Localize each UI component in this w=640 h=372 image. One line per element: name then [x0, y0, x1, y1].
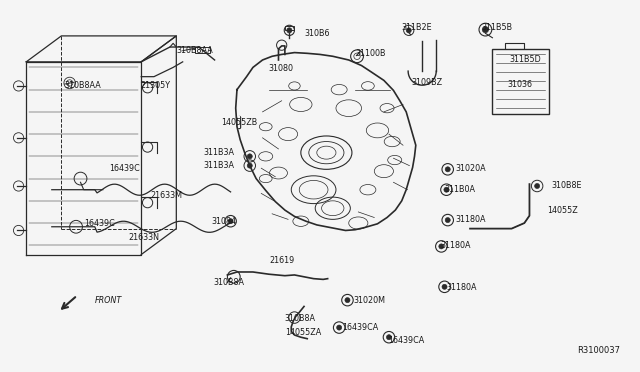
Text: 31036: 31036: [507, 80, 532, 89]
Circle shape: [439, 244, 444, 249]
Text: 16439C: 16439C: [84, 219, 115, 228]
Circle shape: [337, 325, 342, 330]
Circle shape: [445, 218, 451, 223]
Text: 310B8A: 310B8A: [213, 278, 244, 287]
Circle shape: [406, 28, 412, 33]
Text: 3109BZ: 3109BZ: [412, 78, 442, 87]
Text: 21633M: 21633M: [151, 191, 183, 200]
Text: 16439C: 16439C: [109, 164, 140, 173]
Text: 14055ZA: 14055ZA: [285, 328, 321, 337]
Text: 311B2E: 311B2E: [402, 23, 433, 32]
Text: 21633N: 21633N: [129, 233, 159, 243]
Text: 31084: 31084: [211, 218, 236, 227]
Text: 31020A: 31020A: [456, 164, 486, 173]
Text: 31180A: 31180A: [456, 215, 486, 224]
Circle shape: [247, 163, 252, 168]
Text: 311B3A: 311B3A: [204, 148, 235, 157]
Circle shape: [444, 187, 449, 192]
Text: 16439CA: 16439CA: [342, 323, 379, 332]
Text: R3100037: R3100037: [577, 346, 620, 355]
Text: 310B8AA: 310B8AA: [176, 46, 213, 55]
Text: 310B8E: 310B8E: [551, 182, 582, 190]
Circle shape: [482, 26, 488, 33]
Circle shape: [445, 167, 451, 172]
Circle shape: [287, 28, 292, 33]
Text: 31180A: 31180A: [440, 241, 470, 250]
Circle shape: [534, 183, 540, 189]
Text: 310B8A: 310B8A: [285, 314, 316, 323]
Circle shape: [442, 284, 447, 289]
Bar: [492, 49, 548, 114]
Text: 14055ZB: 14055ZB: [221, 118, 257, 127]
Bar: [195, 46, 209, 53]
Text: 31100B: 31100B: [355, 49, 386, 58]
Text: 14055Z: 14055Z: [547, 206, 577, 215]
Circle shape: [345, 298, 350, 303]
Text: 31180A: 31180A: [447, 283, 477, 292]
Text: 16439CA: 16439CA: [388, 336, 424, 346]
Text: FRONT: FRONT: [95, 296, 122, 305]
Bar: [285, 26, 294, 31]
Circle shape: [247, 154, 252, 159]
Text: 310B8AA: 310B8AA: [65, 81, 101, 90]
Text: 310B6: 310B6: [304, 29, 330, 38]
Text: 311B0A: 311B0A: [445, 185, 476, 194]
Text: 21305Y: 21305Y: [140, 81, 170, 90]
Text: 311B5B: 311B5B: [481, 23, 512, 32]
Text: 21619: 21619: [269, 256, 294, 265]
Circle shape: [387, 335, 392, 340]
Circle shape: [228, 219, 233, 224]
Text: 311B3A: 311B3A: [204, 161, 235, 170]
Text: 31080: 31080: [269, 64, 294, 73]
Text: 31020M: 31020M: [354, 296, 386, 305]
Text: 311B5D: 311B5D: [509, 55, 541, 64]
